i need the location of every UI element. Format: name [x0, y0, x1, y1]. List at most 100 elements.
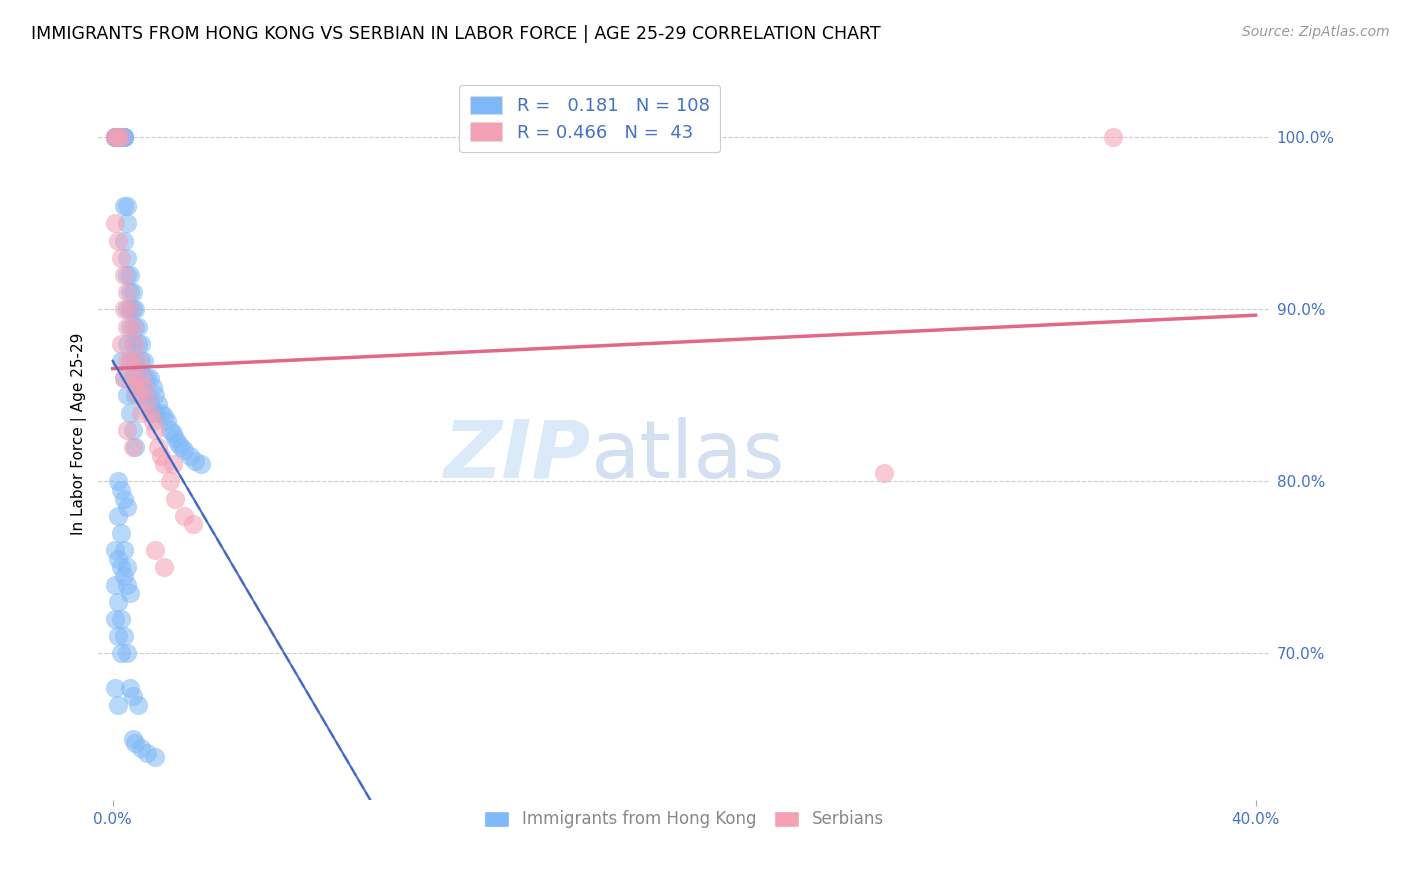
Point	[115, 199, 138, 213]
Point	[115, 500, 138, 515]
Point	[173, 508, 195, 523]
Point	[124, 302, 146, 317]
Point	[112, 371, 135, 385]
Point	[156, 414, 179, 428]
Point	[107, 234, 129, 248]
Point	[162, 457, 184, 471]
Point	[124, 736, 146, 750]
Point	[118, 285, 141, 299]
Point	[145, 405, 167, 419]
Point	[110, 130, 132, 145]
Point	[107, 130, 129, 145]
Point	[104, 681, 127, 695]
Point	[142, 405, 165, 419]
Point	[124, 388, 146, 402]
Point	[167, 436, 190, 450]
Point	[110, 646, 132, 660]
Point	[115, 354, 138, 368]
Point	[104, 216, 127, 230]
Point	[132, 354, 155, 368]
Point	[107, 130, 129, 145]
Text: ZIP: ZIP	[443, 417, 591, 495]
Point	[873, 466, 896, 480]
Y-axis label: In Labor Force | Age 25-29: In Labor Force | Age 25-29	[72, 333, 87, 535]
Point	[142, 380, 165, 394]
Point	[118, 319, 141, 334]
Point	[162, 426, 184, 441]
Point	[121, 732, 143, 747]
Point	[118, 405, 141, 419]
Point	[179, 449, 201, 463]
Point	[121, 302, 143, 317]
Point	[148, 440, 170, 454]
Point	[150, 405, 173, 419]
Point	[107, 698, 129, 712]
Point	[107, 475, 129, 489]
Point	[112, 199, 135, 213]
Point	[112, 371, 135, 385]
Point	[121, 371, 143, 385]
Point	[139, 405, 162, 419]
Point	[112, 569, 135, 583]
Point	[107, 130, 129, 145]
Point	[107, 629, 129, 643]
Point	[115, 302, 138, 317]
Point	[107, 130, 129, 145]
Point	[112, 491, 135, 506]
Point	[115, 268, 138, 282]
Point	[135, 392, 157, 406]
Point	[121, 319, 143, 334]
Point	[142, 414, 165, 428]
Point	[112, 629, 135, 643]
Point	[121, 371, 143, 385]
Point	[181, 517, 204, 532]
Point	[121, 285, 143, 299]
Point	[150, 449, 173, 463]
Point	[115, 388, 138, 402]
Point	[112, 130, 135, 145]
Point	[112, 130, 135, 145]
Point	[129, 388, 152, 402]
Point	[121, 440, 143, 454]
Point	[135, 746, 157, 760]
Point	[124, 380, 146, 394]
Point	[159, 475, 181, 489]
Point	[107, 551, 129, 566]
Point	[124, 319, 146, 334]
Point	[190, 457, 212, 471]
Point	[104, 130, 127, 145]
Point	[110, 336, 132, 351]
Point	[127, 354, 149, 368]
Point	[110, 130, 132, 145]
Point	[118, 302, 141, 317]
Point	[115, 216, 138, 230]
Point	[129, 740, 152, 755]
Point	[121, 423, 143, 437]
Point	[107, 595, 129, 609]
Point	[107, 130, 129, 145]
Point	[104, 130, 127, 145]
Point	[104, 543, 127, 558]
Point	[115, 319, 138, 334]
Point	[115, 560, 138, 574]
Point	[110, 560, 132, 574]
Point	[145, 423, 167, 437]
Point	[118, 586, 141, 600]
Point	[104, 612, 127, 626]
Point	[139, 397, 162, 411]
Text: IMMIGRANTS FROM HONG KONG VS SERBIAN IN LABOR FORCE | AGE 25-29 CORRELATION CHAR: IMMIGRANTS FROM HONG KONG VS SERBIAN IN …	[31, 25, 880, 43]
Point	[124, 336, 146, 351]
Point	[127, 698, 149, 712]
Point	[129, 336, 152, 351]
Text: atlas: atlas	[591, 417, 785, 495]
Point	[165, 431, 187, 445]
Point	[127, 319, 149, 334]
Point	[127, 336, 149, 351]
Point	[121, 336, 143, 351]
Text: Source: ZipAtlas.com: Source: ZipAtlas.com	[1241, 25, 1389, 39]
Point	[121, 690, 143, 704]
Point	[148, 397, 170, 411]
Point	[132, 380, 155, 394]
Point	[129, 405, 152, 419]
Point	[124, 440, 146, 454]
